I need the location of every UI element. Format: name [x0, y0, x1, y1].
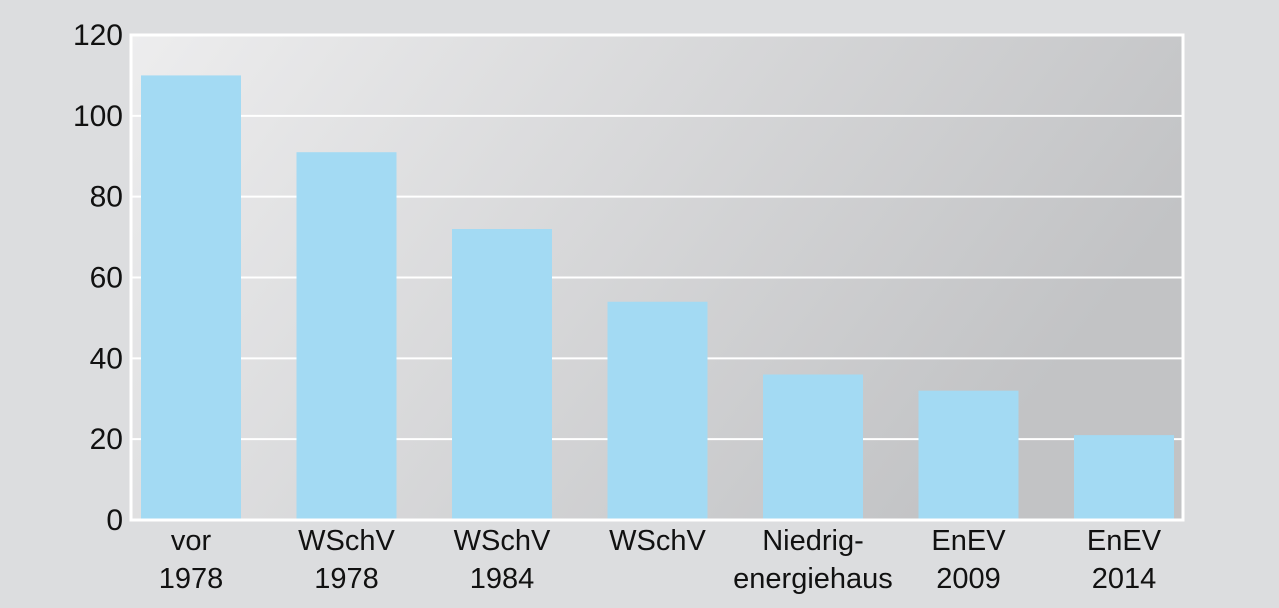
y-tick-label-100: 100 [73, 100, 123, 133]
y-tick-label-0: 0 [106, 504, 123, 537]
x-tick-label-2-line-2: 1978 [314, 563, 379, 595]
x-tick-label-5-line-1: Niedrig- [762, 525, 864, 557]
x-tick-label-3-line-2: 1984 [470, 563, 535, 595]
y-axis-tick-labels: 0 20 40 60 80 100 120 [73, 19, 123, 537]
bar-6 [918, 390, 1019, 520]
x-tick-label-7-line-1: EnEV [1087, 525, 1162, 557]
bar-7 [1074, 435, 1174, 520]
y-tick-label-60: 60 [90, 262, 123, 295]
y-tick-label-20: 20 [90, 423, 123, 456]
y-tick-label-40: 40 [90, 342, 123, 375]
y-tick-label-80: 80 [90, 181, 123, 214]
x-tick-label-4-line-1: WSchV [609, 525, 706, 557]
bar-3 [452, 229, 552, 520]
x-tick-label-2-line-1: WSchV [298, 525, 395, 557]
bar-4 [607, 301, 708, 520]
x-tick-label-5-line-2: energiehaus [733, 563, 893, 595]
x-tick-label-7-line-2: 2014 [1092, 563, 1157, 595]
x-tick-label-6-line-1: EnEV [931, 525, 1006, 557]
bar-5 [763, 374, 863, 520]
x-tick-label-1-line-1: vor [171, 525, 212, 557]
x-tick-label-1-line-2: 1978 [159, 563, 224, 595]
plot-frame-border [129, 33, 1185, 522]
bars [141, 75, 1174, 521]
bar-1 [141, 75, 241, 521]
bar-2 [296, 152, 397, 521]
x-axis-category-labels: vor 1978 WSchV 1978 WSchV 1984 WSchV Niedrig-en… [159, 525, 1162, 595]
plot-frame [129, 33, 1185, 522]
x-tick-label-3-line-1: WSchV [454, 525, 551, 557]
y-tick-label-120: 120 [73, 19, 123, 52]
x-tick-label-6-line-2: 2009 [936, 563, 1001, 595]
